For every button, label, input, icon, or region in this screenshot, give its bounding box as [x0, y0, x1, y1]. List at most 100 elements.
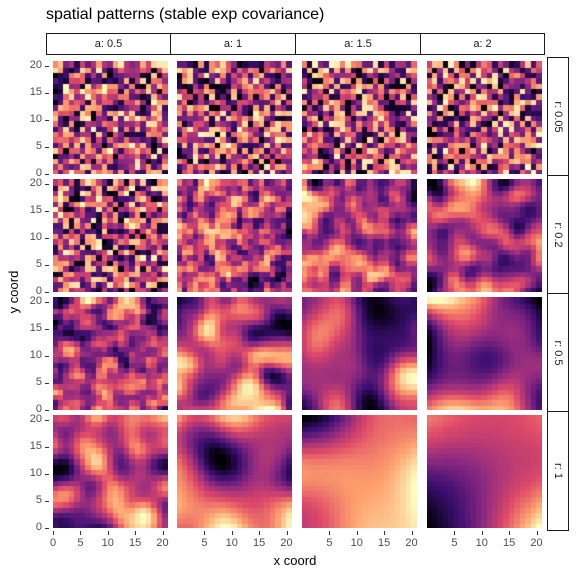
heatmap-panel-r4-c4 — [427, 415, 542, 528]
y-tick-label: 5 — [35, 376, 42, 389]
x-tick-mark — [286, 531, 288, 535]
x-tick-mark — [411, 531, 413, 535]
heatmap-cells — [302, 415, 417, 528]
y-tick-label: 20 — [29, 59, 42, 72]
heatmap-cells — [302, 179, 417, 292]
y-tick-label: 15 — [29, 86, 42, 99]
x-tick-label: 5 — [326, 537, 333, 549]
y-tick-label: 0 — [35, 285, 42, 297]
y-tick-mark — [45, 420, 49, 422]
x-axis-label: x coord — [273, 553, 317, 568]
x-tick-label: 15 — [253, 537, 266, 549]
heatmap-cells — [177, 415, 292, 528]
x-tick-mark — [356, 531, 358, 535]
facet-row-strip-2: r: 0.2 — [547, 175, 569, 294]
y-tick-mark — [45, 447, 49, 449]
y-tick-label: 0 — [35, 521, 42, 533]
y-tick-label: 20 — [29, 295, 42, 308]
heatmap-cells — [427, 297, 542, 410]
facet-col-strip-1: a: 0.5 — [46, 33, 171, 55]
x-tick-label: 5 — [201, 537, 208, 549]
facet-col-strip-3: a: 1.5 — [295, 33, 421, 55]
heatmap-panel-r2-c3 — [302, 179, 417, 292]
x-tick-label: 20 — [405, 537, 418, 549]
facet-col-label: a: 1.5 — [344, 38, 372, 50]
x-tick-mark — [259, 531, 261, 535]
y-tick-mark — [45, 147, 49, 149]
heatmap-panel-r2-c1 — [53, 179, 168, 292]
facet-col-strip-2: a: 1 — [170, 33, 296, 55]
heatmap-cells — [177, 297, 292, 410]
x-tick-mark — [454, 531, 456, 535]
y-tick-label: 10 — [29, 231, 42, 244]
y-tick-label: 10 — [29, 113, 42, 126]
heatmap-panel-r3-c1 — [53, 297, 168, 410]
y-tick-mark — [45, 174, 49, 175]
y-tick-mark — [45, 528, 49, 529]
facet-col-label: a: 0.5 — [94, 38, 123, 50]
x-tick-mark — [536, 531, 538, 535]
x-tick-label: 10 — [225, 537, 238, 549]
x-tick-mark — [384, 531, 386, 535]
heatmap-panel-r3-c2 — [177, 297, 292, 410]
facet-col-label: a: 1 — [223, 38, 243, 50]
heatmap-cells — [427, 61, 542, 174]
x-tick-label: 10 — [101, 537, 114, 549]
chart-title: spatial patterns (stable exp covariance) — [46, 6, 325, 23]
heatmap-panel-r4-c3 — [302, 415, 417, 528]
heatmap-cells — [53, 297, 168, 410]
heatmap-cells — [427, 415, 542, 528]
x-tick-mark — [162, 531, 164, 535]
y-tick-mark — [45, 302, 49, 304]
y-axis-label: y coord — [6, 270, 21, 314]
heatmap-panel-r1-c2 — [177, 61, 292, 174]
x-tick-label: 15 — [129, 537, 142, 549]
heatmap-panel-r4-c1 — [53, 415, 168, 528]
y-tick-mark — [45, 383, 49, 385]
y-tick-mark — [45, 265, 49, 267]
x-tick-mark — [329, 531, 331, 535]
facet-row-label: r: 0.5 — [552, 339, 564, 366]
y-tick-mark — [45, 474, 49, 476]
facet-row-strip-4: r: 1 — [547, 411, 569, 531]
y-tick-label: 15 — [29, 322, 42, 335]
y-tick-label: 5 — [35, 258, 42, 271]
x-tick-label: 10 — [350, 537, 363, 549]
y-tick-label: 0 — [35, 403, 42, 415]
y-tick-label: 15 — [29, 440, 42, 453]
x-tick-mark — [204, 531, 206, 535]
x-tick-mark — [481, 531, 483, 535]
heatmap-cells — [53, 61, 168, 174]
heatmap-cells — [177, 179, 292, 292]
facet-col-label: a: 2 — [473, 38, 492, 50]
y-tick-mark — [45, 93, 49, 95]
heatmap-panel-r3-c3 — [302, 297, 417, 410]
x-tick-label: 20 — [530, 537, 543, 549]
x-tick-label: 20 — [280, 537, 293, 549]
x-tick-label: 0 — [49, 537, 57, 549]
heatmap-cells — [302, 297, 417, 410]
heatmap-cells — [177, 61, 292, 174]
facet-row-label: r: 0.05 — [552, 100, 564, 133]
y-tick-label: 20 — [29, 413, 42, 426]
heatmap-cells — [302, 61, 417, 174]
x-tick-mark — [509, 531, 511, 535]
y-tick-label: 20 — [29, 177, 42, 190]
x-tick-label: 15 — [378, 537, 391, 549]
facet-row-label: r: 1 — [552, 463, 564, 479]
heatmap-panel-r1-c1 — [53, 61, 168, 174]
x-tick-label: 5 — [77, 537, 84, 549]
heatmap-panel-r2-c2 — [177, 179, 292, 292]
heatmap-cells — [53, 179, 168, 292]
heatmap-panel-r1-c3 — [302, 61, 417, 174]
y-tick-mark — [45, 329, 49, 331]
x-tick-label: 10 — [475, 537, 488, 549]
y-tick-label: 5 — [35, 140, 42, 153]
heatmap-panel-r2-c4 — [427, 179, 542, 292]
facet-col-strip-4: a: 2 — [420, 33, 545, 55]
y-tick-label: 0 — [35, 167, 42, 179]
y-tick-label: 15 — [29, 204, 42, 217]
facet-row-strip-1: r: 0.05 — [547, 57, 569, 176]
heatmap-cells — [427, 179, 542, 292]
